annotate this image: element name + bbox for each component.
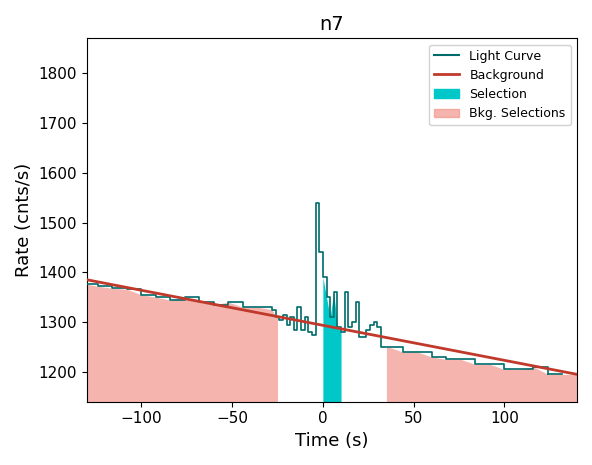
Title: n7: n7	[320, 15, 345, 34]
Y-axis label: Rate (cnts/s): Rate (cnts/s)	[15, 163, 33, 277]
Legend: Light Curve, Background, Selection, Bkg. Selections: Light Curve, Background, Selection, Bkg.…	[430, 45, 571, 126]
X-axis label: Time (s): Time (s)	[295, 432, 369, 450]
